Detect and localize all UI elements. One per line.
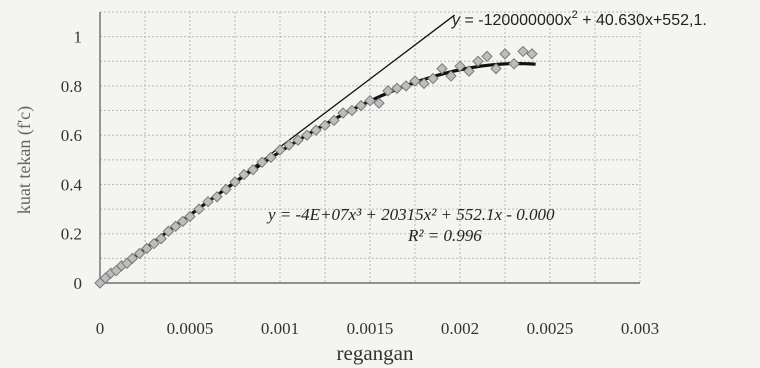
data-point [292,134,304,146]
x-tick-label: 0.0025 [527,319,574,338]
data-point [328,114,340,127]
data-point [283,139,295,151]
data-point [409,75,421,87]
data-point [247,163,259,176]
y-tick-label: 0.2 [61,225,82,244]
data-points [94,45,538,289]
grid [100,11,641,283]
linear-equation-y: y [451,12,461,29]
data-point [202,195,214,208]
data-point [155,232,167,245]
data-point [220,183,232,196]
data-point [169,220,182,233]
data-point [211,191,223,203]
y-tick-label: 0.8 [61,77,82,96]
axes [99,12,640,284]
data-point [400,80,412,92]
polynomial-trendline [99,62,536,285]
x-axis-label: regangan [337,341,414,365]
data-point [508,58,520,70]
polynomial-equation: y = -4E+07x³ + 20315x² + 552.1x - 0.000 [266,205,555,224]
data-point [265,151,277,164]
data-point [346,104,358,117]
data-point [319,119,331,132]
y-tick-label: 0.4 [61,175,83,194]
data-point [499,48,511,60]
data-point [133,247,146,260]
x-tick-label: 0.001 [261,319,299,338]
data-point [517,45,529,58]
y-tick-label: 0 [74,274,83,293]
data-point [427,72,439,85]
data-point [193,203,205,215]
data-point [436,62,448,75]
data-point [274,144,286,156]
x-tick-label: 0.003 [621,319,659,338]
data-point [355,99,367,112]
data-point [454,60,466,72]
x-tick-label: 0 [96,319,105,338]
data-point [373,97,385,109]
data-point [472,55,484,67]
y-tick-label: 0.6 [61,126,82,145]
data-point [162,225,175,237]
data-point [490,62,502,75]
x-tick-label: 0.002 [441,319,479,338]
linear-equation: y = -120000000x2 + 40.630x+552,1. [451,9,707,29]
y-tick-label: 1 [74,28,83,47]
linear-equation-exponent: 2 [572,9,578,21]
data-point [310,124,322,136]
tick-labels: 0 0.0005 0.001 0.0015 0.002 0.0025 0.003 0 0.2 0.… [61,28,659,338]
data-point [238,168,250,181]
data-point [126,252,139,265]
data-point [337,107,349,119]
data-point [256,156,268,168]
data-point [391,82,403,95]
data-point [526,48,538,60]
data-point [229,176,241,188]
data-point [481,50,493,63]
linear-equation-body: = -120000000x [460,12,572,29]
x-tick-label: 0.0005 [167,319,214,338]
linear-equation-tail: + 40.630x+552,1. [578,12,707,29]
r-squared: R² = 0.996 [407,226,482,245]
data-point [177,215,189,228]
data-point [364,94,376,107]
data-point [382,85,394,97]
data-point [141,242,153,255]
x-tick-label: 0.0015 [347,319,394,338]
data-point [184,210,196,223]
y-axis-label: kuat tekan (f'c) [14,106,35,214]
data-point [445,70,457,82]
data-point [463,65,475,77]
data-point [418,77,430,90]
data-point [301,129,313,141]
data-point [148,237,160,250]
